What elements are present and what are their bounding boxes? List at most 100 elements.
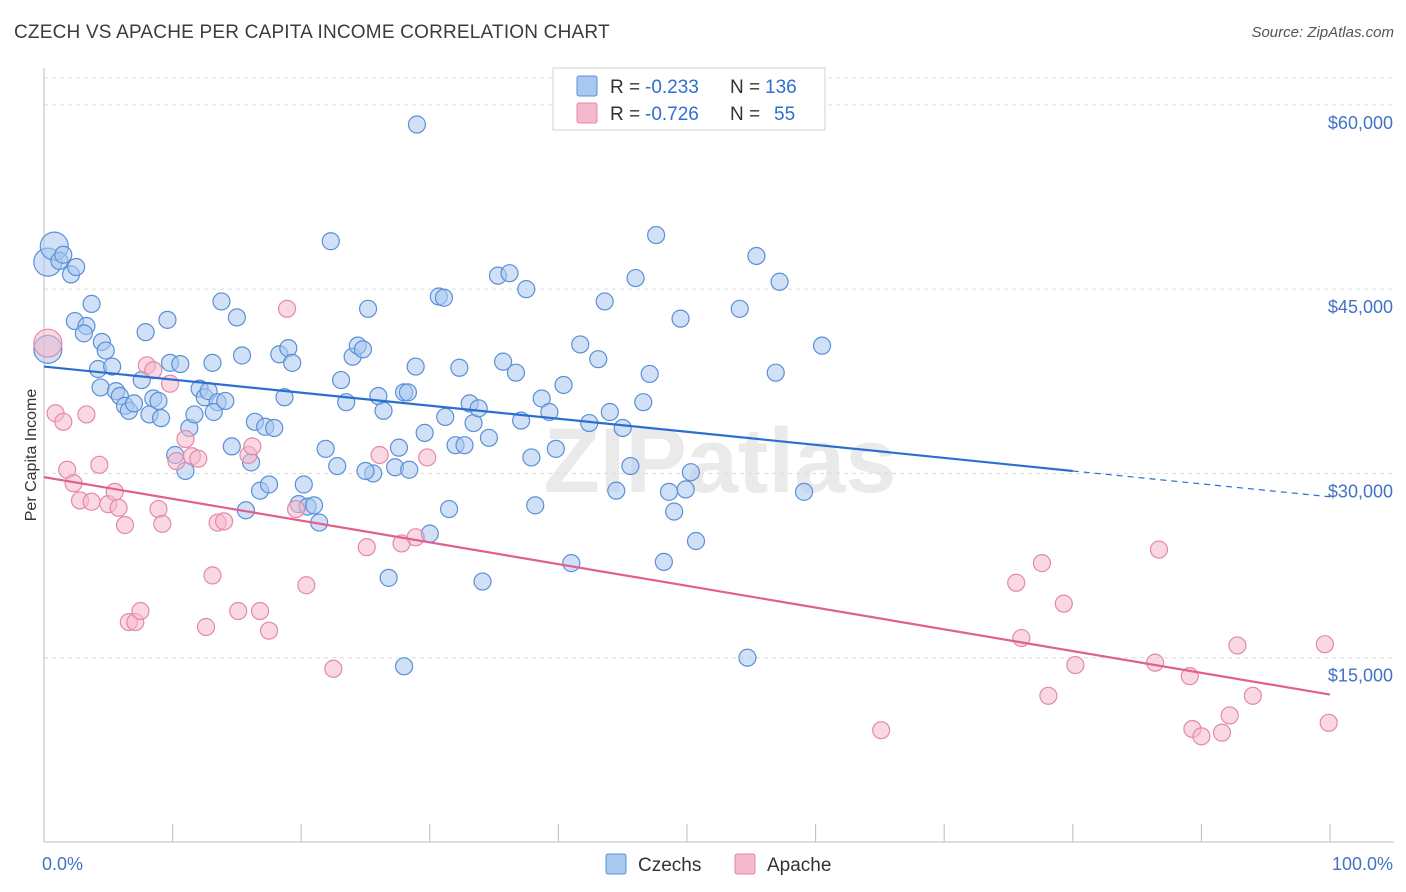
apache-point	[1243, 686, 1262, 705]
czech-point	[136, 323, 155, 342]
czech-trend-line	[43, 365, 1073, 473]
czech-point	[74, 324, 93, 343]
czech-point	[766, 363, 785, 382]
czech-point	[222, 437, 241, 456]
czech-point	[554, 375, 573, 395]
apache-point	[1032, 554, 1052, 573]
czech-point	[626, 268, 645, 288]
apache-point	[1192, 727, 1211, 746]
czech-point	[356, 461, 375, 481]
czech-point	[439, 499, 459, 519]
apache-point	[105, 482, 124, 501]
czech-point	[124, 394, 144, 413]
czech-point	[532, 389, 551, 408]
legend-czech-n-label: N =	[730, 77, 760, 98]
y-tick-labels: $15,000 $30,000 $45,000 $60,000	[1328, 113, 1393, 686]
czech-point	[389, 438, 409, 457]
y-tick-label-0: $15,000	[1328, 666, 1393, 686]
y-axis-title: Per Capita Income	[23, 389, 40, 522]
apache-point	[1149, 540, 1169, 559]
apache-point	[167, 452, 186, 471]
czech-point	[455, 436, 474, 455]
czech-point	[103, 357, 122, 376]
czech-point	[283, 353, 302, 372]
apache-point	[54, 412, 73, 431]
czech-point	[686, 531, 706, 551]
czech-point	[434, 288, 454, 307]
legend-box	[552, 67, 826, 131]
czech-point	[659, 482, 679, 501]
apache-point	[115, 515, 135, 535]
x-tick-labels: 0.0% 100.0%	[42, 854, 1393, 874]
apache-points	[33, 299, 1338, 746]
czech-point	[149, 391, 168, 411]
czech-point	[526, 496, 545, 515]
legend-apache-r-value: -0.726	[645, 104, 699, 125]
czech-point	[304, 496, 324, 515]
czech-point	[546, 439, 565, 458]
apache-point	[243, 437, 262, 456]
bottom-legend-apache-label: Apache	[767, 855, 831, 876]
apache-point	[1146, 653, 1165, 672]
apache-point	[277, 299, 297, 318]
apache-point	[33, 328, 63, 358]
bottom-legend-czech-swatch	[605, 853, 627, 875]
grid-lines	[44, 77, 1394, 659]
czech-point	[506, 363, 526, 382]
czech-point	[517, 280, 536, 299]
apache-point	[90, 455, 109, 474]
legend-apache-n-label: N =	[730, 104, 760, 125]
czech-point	[151, 409, 171, 428]
apache-point	[370, 445, 389, 465]
apache-point	[1212, 723, 1232, 742]
czech-point	[294, 475, 313, 494]
czech-point	[407, 115, 427, 134]
apache-point	[176, 429, 195, 449]
apache-point	[1228, 636, 1247, 655]
czech-point	[171, 354, 190, 374]
czech-point	[794, 482, 814, 501]
czech-point	[540, 402, 559, 422]
czech-point	[353, 340, 373, 359]
czech-point	[665, 502, 684, 521]
czech-point	[67, 257, 86, 277]
apache-point	[109, 498, 128, 517]
apache-point	[153, 514, 172, 533]
czech-point	[562, 554, 581, 573]
apache-point	[286, 499, 306, 519]
correlation-legend: R = -0.233 N = 136 R = -0.726 N = 55	[552, 67, 826, 131]
czech-point	[331, 370, 351, 390]
czech-point	[358, 299, 378, 318]
czech-point	[232, 346, 252, 365]
czech-point	[227, 308, 246, 327]
czech-point	[415, 423, 434, 442]
apache-point	[189, 449, 208, 468]
czech-point	[54, 245, 73, 264]
legend-apache-n-value: 55	[774, 104, 795, 125]
apache-point	[406, 528, 425, 547]
czech-point	[259, 475, 279, 494]
czech-point	[374, 401, 393, 420]
apache-point	[297, 576, 316, 595]
y-tick-label-1: $30,000	[1328, 481, 1393, 501]
czech-point	[640, 364, 659, 384]
czech-points	[33, 115, 832, 676]
czech-point	[212, 292, 231, 311]
apache-point	[259, 621, 279, 640]
czech-point	[406, 357, 425, 376]
czech-point	[676, 480, 695, 499]
series-legend: Czechs Apache	[605, 853, 831, 876]
y-tick-label-3: $60,000	[1328, 113, 1393, 133]
source-label: Source: ZipAtlas.com	[1251, 24, 1394, 41]
czech-point	[730, 299, 749, 318]
apache-point	[324, 659, 343, 678]
czech-point	[379, 568, 398, 587]
x-tick-label-0: 0.0%	[42, 854, 83, 874]
czech-point	[681, 463, 700, 482]
watermark: ZIPatlas	[544, 410, 897, 512]
czech-point	[600, 402, 619, 422]
czech-point	[203, 353, 222, 372]
czech-point	[738, 648, 757, 667]
apache-point	[1007, 573, 1026, 592]
apache-point	[229, 601, 248, 621]
